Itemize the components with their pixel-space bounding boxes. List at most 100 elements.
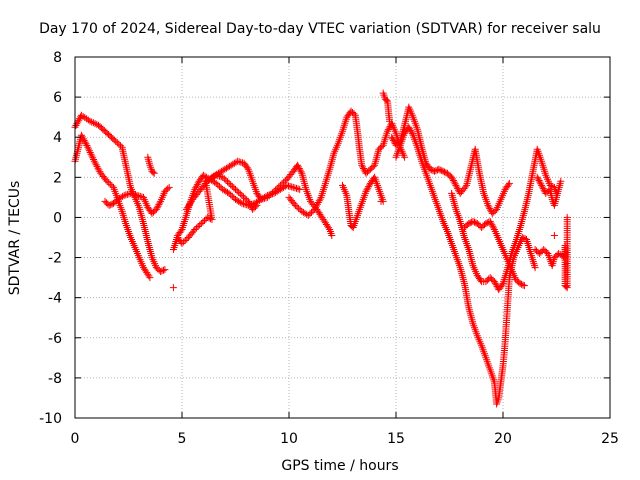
sdtvar-trace-7-point [180,238,188,246]
plot-border [74,56,611,419]
sdtvar-trace-7-point [238,191,246,199]
sdtvar-trace-5-point [212,179,220,187]
sdtvar-trace-5-point [236,198,244,206]
sdtvar-trace-14-point [519,281,527,289]
sdtvar-trace-6-point [276,181,284,189]
sdtvar-trace-14-point [490,224,498,232]
sdtvar-trace-8-point [360,165,367,172]
sdtvar-trace-14-point [488,221,496,229]
sdtvar-trace-5-point [192,184,200,192]
sdtvar-trace-11-point [449,175,456,183]
sdtvar-trace-5-point [193,181,201,189]
sdtvar-trace-6-point [270,187,278,195]
sdtvar-trace-11-point [453,183,461,191]
sdtvar-trace-8-point [304,211,312,219]
sdtvar-trace-12-point [408,130,416,138]
sdtvar-trace-16-point [538,183,546,191]
sdtvar-trace-2-point [90,157,98,165]
sdtvar-trace-2-point [92,161,100,169]
sdtvar-trace-1-point [158,267,166,275]
sdtvar-trace-1-point [75,116,83,124]
sdtvar-trace-2-point [146,274,154,282]
sdtvar-trace-7-point [241,194,249,202]
sdtvar-trace-8-point [291,201,299,209]
sdtvar-trace-6-point [278,180,286,188]
sdtvar-trace-8-point [308,208,315,216]
sdtvar-trace-6-point [273,184,281,192]
sdtvar-trace-2-point [106,180,114,188]
y-tick-label: 0 [53,210,62,226]
data-points [71,89,571,408]
sdtvar-trace-11-point [389,136,397,144]
sdtvar-trace-5-point [193,182,201,190]
sdtvar-trace-6-point [294,161,302,169]
sdtvar-trace-1-point [113,139,121,147]
sdtvar-trace-3-point [152,205,160,213]
sdtvar-trace-6-point [296,166,304,174]
sdtvar-trace-16-point [537,180,545,188]
y-tick-label: -4 [48,291,62,307]
sdtvar-trace-3-point [153,204,161,212]
sdtvar-trace-5-point [227,191,235,199]
sdtvar-trace-7-point [230,184,238,192]
sdtvar-trace-11-point [388,133,396,141]
y-tick-label: -6 [48,331,62,347]
sdtvar-trace-6-point [280,178,288,186]
x-tick-label: 10 [280,431,298,447]
sdtvar-trace-8-point [312,204,320,212]
sdtvar-trace-11-point [451,180,459,188]
sdtvar-trace-1-point [89,119,97,127]
sdtvar-trace-11-point [504,181,512,189]
sdtvar-trace-5-point [177,227,185,235]
sdtvar-trace-7-point [219,173,227,181]
sdtvar-trace-11-point [441,168,448,176]
sdtvar-trace-12-point [405,123,413,131]
x-tick-label: 0 [71,431,80,447]
sdtvar-trace-11-point [449,177,457,184]
sdtvar-trace-7-point [197,220,205,227]
sdtvar-trace-1-point [112,137,120,145]
sdtvar-trace-8-point [316,195,324,203]
sdtvar-trace-13-point [548,182,555,190]
y-tick-label: 2 [53,170,62,186]
sdtvar-trace-2-point [81,138,89,146]
sdtvar-trace-12-point [407,126,415,134]
sdtvar-trace-12-point [531,264,539,272]
sdtvar-trace-13-point [498,281,506,289]
sdtvar-trace-7-point [204,176,212,184]
sdtvar-trace-8-point [384,126,392,134]
sdtvar-trace-14-point [486,218,494,225]
sdtvar-trace-1-point [91,120,99,128]
sdtvar-trace-16-point [557,177,565,185]
sdtvar-trace-8-point [290,200,298,208]
sdtvar-trace-1-point [86,117,94,125]
sdtvar-trace-7-point [227,181,235,189]
x-tick-label: 20 [494,431,512,447]
sdtvar-trace-13-point [490,278,498,286]
sdtvar-trace-11-point [448,173,456,181]
sdtvar-trace-2-point [85,147,93,155]
sdtvar-trace-14-point [469,218,477,225]
x-tick-label: 5 [178,431,187,447]
sdtvar-isolated-points-point [377,197,385,205]
sdtvar-trace-6-point [328,232,336,239]
sdtvar-trace-7-point [183,235,191,243]
sdtvar-trace-14-point [489,222,497,230]
sdtvar-trace-14-point [520,282,528,290]
sdtvar-isolated-points-point [169,284,177,292]
sdtvar-trace-7-point [240,193,247,201]
sdtvar-isolated-points-point [550,232,558,239]
chart-title: Day 170 of 2024, Sidereal Day-to-day VTE… [39,21,601,37]
sdtvar-trace-11-point [452,181,460,189]
sdtvar-trace-8-point [315,197,323,205]
tick-labels: 0 5 10 15 20 25 -10 -8 -6 -4 -2 0 2 4 6 8 [39,50,619,447]
sdtvar-trace-7-point [245,199,253,207]
sdtvar-trace-5-point [228,192,236,200]
sdtvar-trace-8-point [295,204,303,212]
y-tick-label: -2 [48,251,62,267]
sdtvar-trace-8-point [383,127,391,135]
sdtvar-trace-16-point [536,178,544,186]
sdtvar-trace-9-point [365,183,373,191]
sdtvar-trace-3-point [105,201,113,209]
